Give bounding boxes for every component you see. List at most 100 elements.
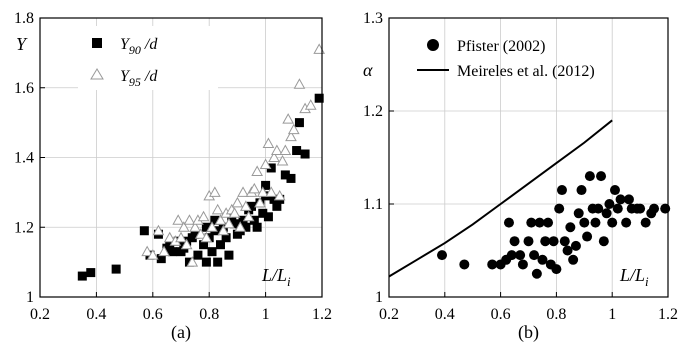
- data-point-y90: [286, 173, 296, 183]
- data-point-y95: [175, 231, 187, 243]
- data-point-y95: [200, 231, 213, 243]
- data-point-y95: [177, 221, 190, 232]
- plot-frame-b: [388, 17, 669, 298]
- data-point-pfister: [459, 259, 470, 270]
- data-point-pfister: [590, 217, 601, 228]
- data-point-y90: [238, 215, 248, 225]
- ticks-b: 0.2 0.4 0.6 0.8 1 1.2 1 1.1 1.2 1.3: [363, 10, 678, 323]
- data-point-y90: [139, 226, 149, 236]
- data-point-y90: [314, 93, 324, 103]
- y-tick-label: 1.8: [14, 10, 34, 27]
- x-axis-label-b: L/Li: [619, 265, 649, 289]
- legend-label-y95: Y95 /d: [120, 68, 158, 89]
- data-point-y95: [180, 238, 193, 250]
- x-tick-label: 0.8: [546, 306, 566, 323]
- data-point-pfister: [596, 171, 607, 182]
- data-point-pfister: [543, 217, 554, 228]
- data-point-y90: [201, 222, 211, 232]
- data-point-pfister: [562, 245, 573, 256]
- data-point-y95: [248, 182, 261, 194]
- data-point-y90: [221, 233, 231, 243]
- panel-label-a: (a): [171, 322, 191, 343]
- data-point-y95: [231, 196, 244, 208]
- y-tick-label: 1.6: [14, 80, 34, 97]
- data-point-pfister: [551, 264, 562, 275]
- x-tick-label: 0.4: [86, 306, 106, 323]
- data-point-y90: [190, 229, 200, 239]
- data-point-pfister: [607, 217, 618, 228]
- data-point-y95: [273, 189, 286, 201]
- data-point-pfister: [584, 171, 595, 182]
- legend-marker-filled-circle: [427, 39, 439, 51]
- data-point-y95: [194, 228, 207, 239]
- legend-b: Pfister (2002) Meireles et al. (2012): [417, 38, 595, 80]
- data-point-y95: [152, 224, 165, 236]
- data-point-pfister: [615, 194, 626, 205]
- legend-label-meireles: Meireles et al. (2012): [457, 63, 595, 80]
- data-point-y95: [254, 196, 266, 208]
- data-point-pfister: [517, 259, 528, 270]
- data-point-pfister: [601, 208, 612, 219]
- panel-label-b: (b): [518, 322, 539, 343]
- data-point-pfister: [515, 250, 526, 261]
- x-tick-label: 0.8: [199, 306, 219, 323]
- data-point-y95: [313, 43, 326, 54]
- data-point-y95: [223, 217, 235, 229]
- y-tick-label: 1: [26, 289, 34, 306]
- data-point-pfister: [526, 217, 537, 228]
- data-point-pfister: [540, 236, 551, 247]
- data-point-y90: [215, 240, 225, 250]
- x-tick-label: 0.6: [491, 306, 511, 323]
- data-point-y90: [156, 254, 166, 264]
- grid-b: [389, 18, 668, 297]
- data-point-y90: [269, 194, 279, 204]
- legend-label-pfister: Pfister (2002): [457, 38, 545, 55]
- series-meireles-line: [388, 119, 613, 278]
- y-tick-label: 1: [375, 289, 383, 306]
- data-point-y90: [292, 146, 302, 156]
- data-point-y90: [247, 201, 256, 211]
- data-point-y90: [294, 118, 304, 128]
- data-point-pfister: [660, 203, 671, 214]
- data-point-y90: [213, 257, 223, 267]
- data-point-y95: [214, 214, 227, 225]
- x-tick-label: 0.2: [379, 306, 399, 323]
- x-tick-label: 0.4: [435, 306, 455, 323]
- data-point-y90: [230, 219, 240, 229]
- data-point-pfister: [568, 254, 579, 265]
- data-point-y95: [293, 78, 306, 89]
- data-point-y95: [208, 186, 221, 197]
- data-point-y90: [210, 215, 220, 225]
- data-point-pfister: [565, 222, 576, 233]
- y-tick-label: 1.2: [363, 103, 383, 120]
- data-point-y90: [280, 170, 290, 180]
- data-point-y95: [197, 210, 210, 222]
- data-point-y95: [237, 186, 249, 197]
- data-point-pfister: [509, 236, 520, 247]
- legend-label-y90: Y90 /d: [120, 36, 158, 57]
- data-point-y90: [168, 247, 178, 257]
- series-pfister: [437, 171, 671, 279]
- series-y95: [141, 43, 326, 267]
- data-point-y95: [282, 113, 295, 124]
- data-point-y95: [271, 144, 283, 156]
- data-point-y95: [206, 221, 218, 232]
- data-point-pfister: [582, 231, 593, 242]
- y-tick-label: 1.4: [14, 150, 34, 167]
- data-point-pfister: [612, 203, 623, 214]
- data-point-pfister: [523, 236, 534, 247]
- data-point-pfister: [640, 217, 651, 228]
- data-point-pfister: [529, 250, 540, 261]
- data-point-pfister: [593, 203, 604, 214]
- data-point-pfister: [534, 217, 545, 228]
- data-point-y95: [172, 214, 185, 225]
- data-point-y90: [201, 257, 211, 267]
- legend-marker-open-triangle: [90, 68, 104, 80]
- data-point-y95: [276, 154, 289, 166]
- y-tick-label: 1.1: [363, 196, 383, 213]
- data-point-y95: [158, 245, 170, 257]
- data-point-y90: [224, 250, 234, 260]
- x-tick-label: 1.2: [658, 306, 678, 323]
- data-point-pfister: [548, 236, 559, 247]
- data-point-y95: [287, 123, 300, 135]
